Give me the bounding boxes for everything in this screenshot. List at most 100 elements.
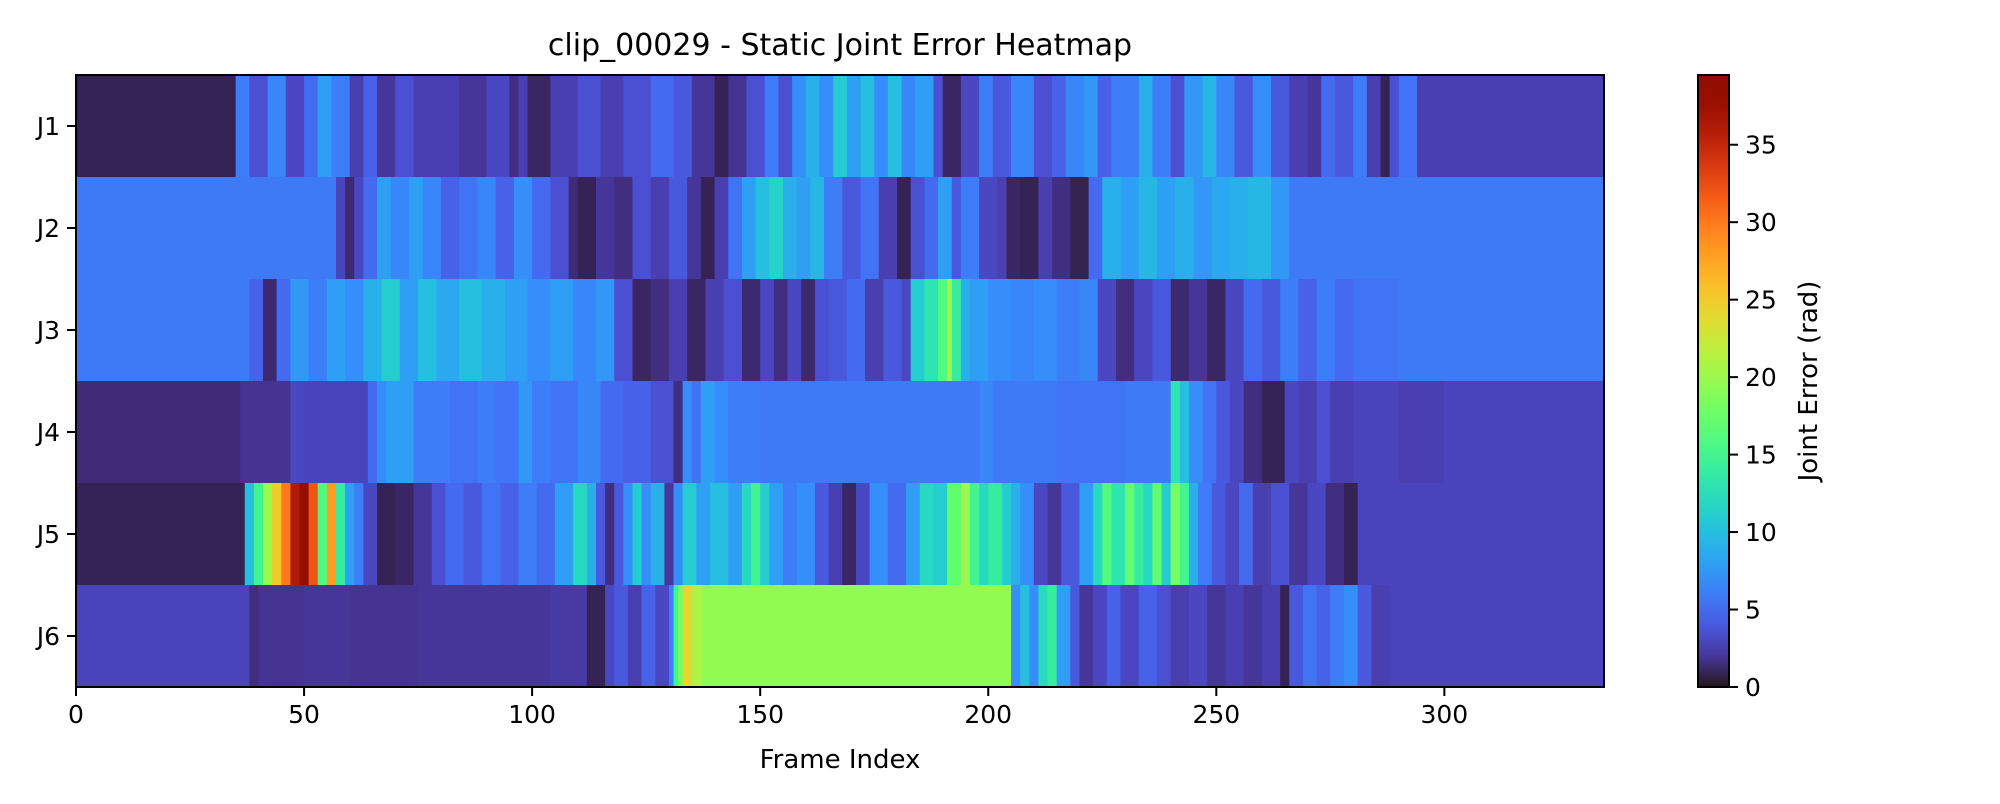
- heatmap-cell-j6: [691, 585, 702, 687]
- heatmap-cell-j2: [810, 177, 825, 280]
- heatmap-cell-j2: [668, 177, 688, 280]
- heatmap-cell-j1: [623, 75, 652, 178]
- heatmap-cell-j4: [413, 381, 451, 484]
- heatmap-cell-j6: [655, 585, 670, 687]
- heatmap-cell-j1: [942, 75, 962, 178]
- heatmap-cell-j4: [714, 381, 729, 484]
- heatmap-cell-j6: [1316, 585, 1331, 687]
- heatmap-cell-j1: [1065, 75, 1085, 178]
- heatmap-cell-j1: [76, 75, 237, 178]
- heatmap-cell-j2: [1157, 177, 1176, 280]
- heatmap-cell-j4: [650, 381, 675, 484]
- heatmap-cell-j3: [363, 279, 383, 382]
- heatmap-cell-j6: [1302, 585, 1318, 687]
- heatmap-cell-j6: [673, 585, 679, 687]
- heatmap-cell-j1: [349, 75, 364, 178]
- heatmap-cell-j1: [1111, 75, 1140, 178]
- heatmap-cell-j5: [969, 483, 980, 586]
- heatmap-cell-j1: [1321, 75, 1336, 178]
- colorbar-tick-label: 15: [1745, 441, 1777, 470]
- heatmap-cell-j4: [1261, 381, 1286, 484]
- heatmap-cell-j3: [846, 279, 866, 382]
- colorbar: [1698, 75, 1729, 687]
- heatmap-cell-j4: [1353, 381, 1400, 484]
- heatmap-cell-j3: [901, 279, 912, 382]
- heatmap-cell-j5: [1102, 483, 1112, 586]
- colorbar-label: Joint Error (rad): [1794, 281, 1824, 484]
- heatmap-cell-j6: [1357, 585, 1372, 687]
- heatmap-cell-j3: [1170, 279, 1190, 382]
- heatmap-cell-j6: [1120, 585, 1140, 687]
- heatmap-cell-j5: [326, 483, 337, 586]
- heatmap-cell-j2: [1052, 177, 1071, 280]
- heatmap-cell-j4: [1316, 381, 1331, 484]
- heatmap-cell-j2: [1138, 177, 1158, 280]
- heatmap-cell-j6: [668, 585, 675, 687]
- heatmap-cell-j2: [824, 177, 843, 280]
- x-tick-label: 200: [964, 700, 1012, 729]
- heatmap-cell-j5: [463, 483, 483, 586]
- heatmap-cell-j5: [1011, 483, 1021, 586]
- heatmap-cell-j3: [883, 279, 903, 382]
- y-tick-label-j1: J1: [35, 112, 60, 141]
- heatmap-cell-j6: [1389, 585, 1445, 687]
- heatmap-cell-j6: [627, 585, 643, 687]
- heatmap-cell-j3: [773, 279, 789, 382]
- heatmap-cell-j3: [276, 279, 291, 382]
- heatmap-cell-j4: [760, 381, 807, 484]
- heatmap-cell-j2: [714, 177, 729, 280]
- heatmap-cell-j2: [960, 177, 980, 280]
- heatmap-cell-j4: [623, 381, 652, 484]
- heatmap-cell-j3: [938, 279, 948, 382]
- heatmap-cell-j3: [1079, 279, 1099, 382]
- heatmap-cell-j4: [290, 381, 305, 484]
- heatmap-cell-j1: [764, 75, 780, 178]
- heatmap-cell-j3: [418, 279, 437, 382]
- heatmap-cell-j5: [728, 483, 743, 586]
- heatmap-cell-j5: [363, 483, 378, 586]
- heatmap-cell-j5: [244, 483, 255, 586]
- heatmap-cell-j5: [554, 483, 574, 586]
- heatmap-cell-j5: [1170, 483, 1181, 586]
- heatmap-cell-j6: [1056, 585, 1071, 687]
- heatmap-cell-j3: [573, 279, 597, 382]
- heatmap-cell-j3: [969, 279, 989, 382]
- heatmap-cell-j2: [532, 177, 551, 280]
- heatmap-cell-j1: [992, 75, 1012, 178]
- heatmap-cell-j3: [345, 279, 364, 382]
- heatmap-cell-j4: [76, 381, 241, 484]
- heatmap-cell-j1: [235, 75, 250, 178]
- heatmap-cell-j5: [317, 483, 328, 586]
- y-tick-label-j6: J6: [35, 622, 60, 651]
- heatmap-cell-j4: [805, 381, 898, 484]
- heatmap-cell-j1: [459, 75, 488, 178]
- y-tick-label-j3: J3: [35, 316, 60, 345]
- heatmap-cell-j5: [1239, 483, 1254, 586]
- heatmap-cell-j1: [1398, 75, 1418, 178]
- heatmap-cell-j3: [481, 279, 506, 382]
- heatmap-cell-j3: [924, 279, 939, 382]
- heatmap-cell-j5: [782, 483, 798, 586]
- heatmap-cell-j2: [1102, 177, 1122, 280]
- x-tick-label: 150: [736, 700, 784, 729]
- heatmap-cell-j5: [1357, 483, 1400, 586]
- heatmap-cell-j2: [1120, 177, 1140, 280]
- heatmap-cell-j5: [741, 483, 752, 586]
- heatmap-cell-j5: [481, 483, 501, 586]
- heatmap-cell-j2: [842, 177, 862, 280]
- heatmap-cell-j1: [267, 75, 287, 178]
- heatmap-cell-j2: [741, 177, 757, 280]
- heatmap-cell-j5: [960, 483, 971, 586]
- heatmap-cell-j2: [860, 177, 880, 280]
- heatmap-cell-j2: [377, 177, 392, 280]
- heatmap-cell-j2: [513, 177, 533, 280]
- heatmap-cell-j4: [600, 381, 624, 484]
- heatmap-cell-j3: [1152, 279, 1172, 382]
- heatmap-cell-j4: [691, 381, 702, 484]
- heatmap-cell-j2: [440, 177, 460, 280]
- heatmap-cell-j2: [650, 177, 670, 280]
- heatmap-cell-j1: [901, 75, 916, 178]
- chart-title: clip_00029 - Static Joint Error Heatmap: [548, 28, 1132, 63]
- heatmap-cell-j1: [1138, 75, 1154, 178]
